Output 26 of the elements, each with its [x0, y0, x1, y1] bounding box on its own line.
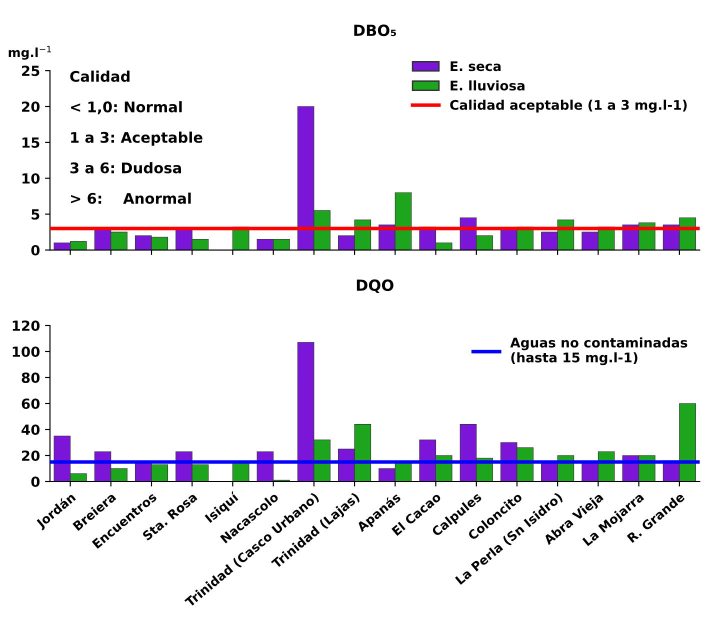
- y-axis-title: mg.l$^{−1}$: [8, 46, 51, 60]
- y-tick-label: 20: [22, 101, 40, 112]
- legend-label: E. lluviosa: [450, 80, 524, 91]
- annotation: > 6: Anormal: [71, 192, 191, 204]
- y-tick-label: 60: [22, 398, 40, 409]
- legend-label: Calidad aceptable (1 a 3 mg.l-1): [450, 100, 687, 113]
- y-tick-label: 120: [12, 320, 40, 331]
- y-tick-label: 20: [22, 450, 40, 461]
- y-tick-label: 5: [32, 209, 40, 220]
- y-tick-label: 15: [22, 138, 40, 148]
- y-tick-label: 25: [22, 66, 40, 76]
- chart-title: DBO₅: [354, 24, 396, 36]
- y-tick-label: 10: [22, 173, 40, 184]
- legend-label: Aguas no contaminadas (hasta 15 mg.l-1): [510, 337, 688, 366]
- chart-title: DQO: [356, 279, 394, 293]
- y-tick-label: 0: [31, 476, 40, 487]
- y-tick-label: 40: [22, 424, 40, 435]
- annotation: 1 a 3: Aceptable: [71, 132, 202, 146]
- y-tick-label: 100: [12, 346, 40, 357]
- y-tick-label: 80: [22, 372, 40, 383]
- annotation: 3 a 6: Dudosa: [70, 162, 181, 174]
- annotation: Calidad: [70, 70, 130, 82]
- legend-label: E. seca: [450, 61, 501, 72]
- y-tick-label: 0: [31, 244, 40, 256]
- bar: [232, 462, 250, 482]
- annotation: < 1,0: Normal: [71, 101, 182, 114]
